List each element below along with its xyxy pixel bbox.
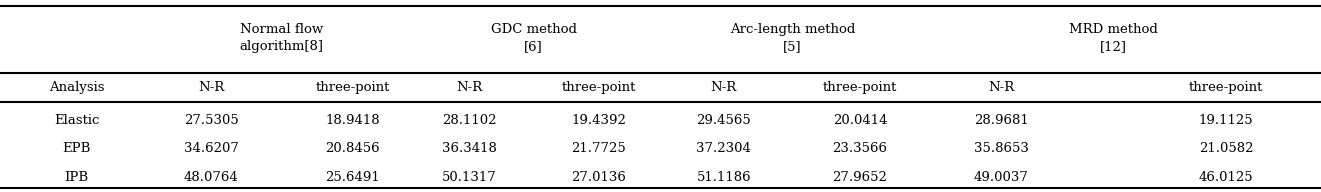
Text: Arc-length method
[5]: Arc-length method [5]: [731, 23, 855, 53]
Text: N-R: N-R: [988, 81, 1015, 94]
Text: 36.3418: 36.3418: [441, 142, 497, 155]
Text: 49.0037: 49.0037: [974, 171, 1029, 184]
Text: 18.9418: 18.9418: [325, 113, 380, 127]
Text: Analysis: Analysis: [49, 81, 104, 94]
Text: 19.4392: 19.4392: [571, 113, 626, 127]
Text: 21.0582: 21.0582: [1198, 142, 1254, 155]
Text: three-point: three-point: [561, 81, 635, 94]
Text: 28.9681: 28.9681: [974, 113, 1029, 127]
Text: IPB: IPB: [65, 171, 89, 184]
Text: 27.5305: 27.5305: [184, 113, 239, 127]
Text: 51.1186: 51.1186: [696, 171, 752, 184]
Text: 35.8653: 35.8653: [974, 142, 1029, 155]
Text: 20.8456: 20.8456: [325, 142, 380, 155]
Text: 28.1102: 28.1102: [441, 113, 497, 127]
Text: Elastic: Elastic: [54, 113, 99, 127]
Text: N-R: N-R: [711, 81, 737, 94]
Text: three-point: three-point: [823, 81, 897, 94]
Text: Normal flow
algorithm[8]: Normal flow algorithm[8]: [239, 23, 324, 53]
Text: EPB: EPB: [62, 142, 91, 155]
Text: N-R: N-R: [456, 81, 482, 94]
Text: 48.0764: 48.0764: [184, 171, 239, 184]
Text: 27.9652: 27.9652: [832, 171, 888, 184]
Text: 37.2304: 37.2304: [696, 142, 752, 155]
Text: N-R: N-R: [198, 81, 225, 94]
Text: 27.0136: 27.0136: [571, 171, 626, 184]
Text: three-point: three-point: [316, 81, 390, 94]
Text: MRD method
[12]: MRD method [12]: [1069, 23, 1159, 53]
Text: 25.6491: 25.6491: [325, 171, 380, 184]
Text: 50.1317: 50.1317: [441, 171, 497, 184]
Text: three-point: three-point: [1189, 81, 1263, 94]
Text: 34.6207: 34.6207: [184, 142, 239, 155]
Text: 29.4565: 29.4565: [696, 113, 752, 127]
Text: 23.3566: 23.3566: [832, 142, 888, 155]
Text: 20.0414: 20.0414: [832, 113, 888, 127]
Text: 19.1125: 19.1125: [1198, 113, 1254, 127]
Text: GDC method
[6]: GDC method [6]: [490, 23, 577, 53]
Text: 21.7725: 21.7725: [571, 142, 626, 155]
Text: 46.0125: 46.0125: [1198, 171, 1254, 184]
